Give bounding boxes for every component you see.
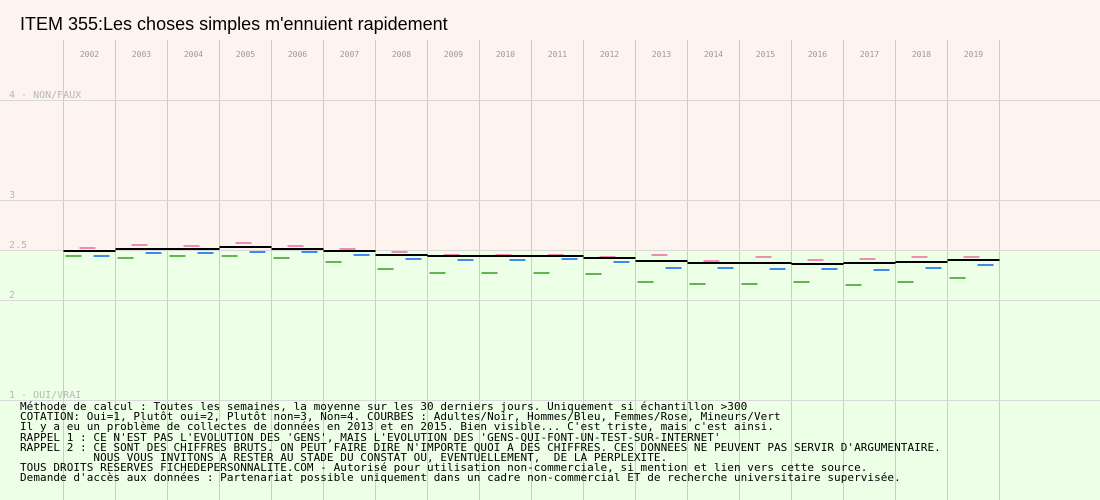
x-tick-label: 2010: [496, 50, 515, 59]
note-line: TOUS DROITS RESERVES FICHEDEPERSONNALITE…: [20, 461, 868, 475]
x-tick-label: 2008: [392, 50, 411, 59]
note-line: Méthode de calcul : Toutes les semaines,…: [20, 400, 748, 413]
note-line: RAPPEL 2 : CE SONT DES CHIFFRES BRUTS. O…: [20, 440, 941, 454]
y-axis: 4 - NON/FAUX 3 2.5 2 1 - OUI/VRAI: [9, 90, 81, 401]
series-marks: [63, 242, 1000, 286]
grid: [0, 40, 1100, 500]
series-adultes: [63, 246, 1000, 265]
note-line: RAPPEL 1 : CE N'EST PAS L'EVOLUTION DES …: [20, 430, 721, 444]
background-band: [0, 0, 1100, 250]
x-tick-label: 2002: [80, 50, 99, 59]
series-mineurs: [65, 255, 966, 286]
y-tick-label: 1 - OUI/VRAI: [9, 390, 81, 401]
x-tick-label: 2009: [444, 50, 463, 59]
x-tick-label: 2016: [808, 50, 827, 59]
footer-notes: Méthode de calcul : Toutes les semaines,…: [20, 400, 1095, 485]
x-tick-label: 2019: [964, 50, 983, 59]
y-tick-label: 3: [9, 190, 15, 201]
x-axis: 2002 2003 2004 2005 2006 2007 2008 2009 2010 2011…: [80, 50, 983, 59]
x-tick-label: 2015: [756, 50, 775, 59]
x-tick-label: 2012: [600, 50, 619, 59]
background-band: [0, 250, 1100, 500]
x-tick-label: 2018: [912, 50, 931, 59]
y-tick-label: 2.5: [9, 240, 27, 251]
note-line: NOUS VOUS INVITONS A RESTER AU STADE DU …: [20, 451, 668, 465]
y-tick-label: 4 - NON/FAUX: [9, 90, 81, 101]
x-tick-label: 2014: [704, 50, 723, 59]
x-tick-label: 2003: [132, 50, 151, 59]
series-hommes: [93, 251, 994, 271]
x-tick-label: 2004: [184, 50, 203, 59]
x-tick-label: 2006: [288, 50, 307, 59]
note-line: Il y a eu un problème de collectes de do…: [20, 420, 774, 434]
y-tick-label: 2: [9, 290, 15, 301]
x-tick-label: 2011: [548, 50, 567, 59]
x-tick-label: 2013: [652, 50, 671, 59]
note-line: COTATION: Oui=1, Plutôt oui=2, Plutôt no…: [20, 410, 781, 424]
x-tick-label: 2005: [236, 50, 255, 59]
note-line: Demande d'accès aux données : Partenaria…: [20, 471, 901, 485]
x-tick-label: 2017: [860, 50, 879, 59]
chart-title: ITEM 355:Les choses simples m'ennuient r…: [20, 14, 448, 34]
x-tick-label: 2007: [340, 50, 359, 59]
